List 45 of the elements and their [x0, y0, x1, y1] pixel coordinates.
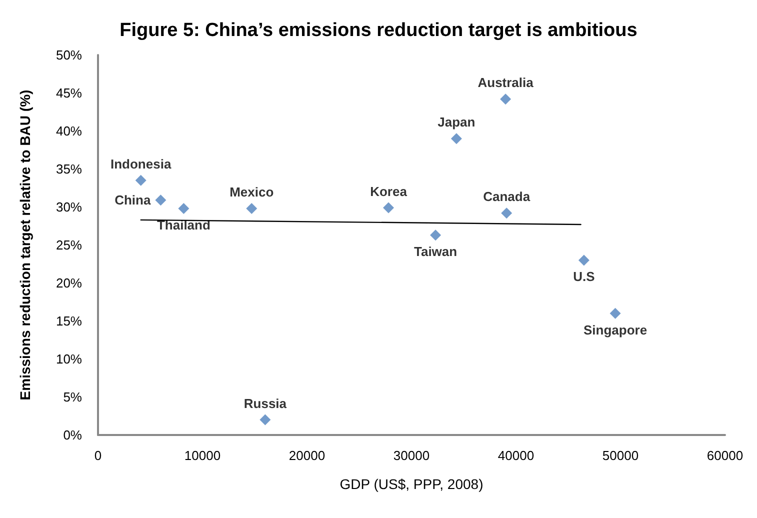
x-tick-label: 30000	[393, 448, 430, 463]
chart-title: Figure 5: China’s emissions reduction target is ambitious	[120, 20, 638, 41]
x-tick-label: 10000	[184, 448, 221, 463]
y-tick-label: 35%	[56, 162, 82, 176]
y-tick-label: 40%	[56, 124, 82, 138]
x-tick-label: 40000	[498, 448, 534, 463]
point	[155, 194, 166, 206]
point	[578, 254, 590, 266]
point	[135, 174, 146, 186]
annotation: China	[114, 192, 152, 208]
point	[246, 203, 258, 214]
y-axis-title: Emissions reduction target relative to BAU (%)	[17, 90, 33, 400]
x-tick-label: 60000	[706, 448, 744, 463]
y-tick-label: 25%	[56, 238, 82, 252]
point	[260, 414, 271, 426]
y-tick-label: 45%	[56, 86, 82, 100]
point	[430, 230, 442, 241]
x-tick-label: 20000	[288, 448, 326, 463]
x-axis-title: GDP (US$, PPP, 2008)	[340, 476, 484, 492]
y-tick-label: 20%	[56, 276, 82, 290]
point	[500, 94, 512, 105]
annotation: Russia	[244, 396, 288, 411]
y-tick-label: 30%	[56, 200, 82, 214]
annotation: U.S	[573, 269, 596, 284]
annotation: Japan	[438, 114, 476, 130]
annotation: Canada	[483, 189, 531, 204]
x-tick-label: 0	[94, 448, 102, 463]
y-tick-label: 50%	[56, 48, 82, 62]
y-tick-label: 0%	[63, 428, 82, 442]
point	[178, 203, 190, 214]
y-tick-label: 10%	[56, 352, 82, 366]
annotation: Korea	[370, 184, 408, 199]
annotation: Indonesia	[110, 156, 172, 172]
y-tick-label: 5%	[63, 390, 82, 404]
point	[450, 133, 462, 144]
annotation: Taiwan	[414, 244, 458, 260]
point	[610, 308, 621, 319]
annotation: Mexico	[230, 184, 274, 200]
point	[383, 202, 394, 214]
annotation: Thailand	[156, 218, 210, 233]
annotation: Australia	[478, 75, 534, 90]
point	[501, 208, 512, 219]
y-tick-label: 15%	[56, 314, 82, 328]
x-tick-label: 50000	[602, 448, 639, 463]
annotation: Singapore	[583, 322, 648, 338]
